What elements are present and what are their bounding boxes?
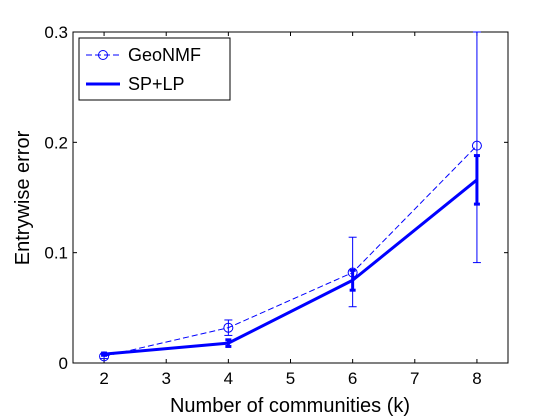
axis-ticks: 2 3 4 5 6 7 8 0 0.1 0.2 0.3 <box>44 23 508 388</box>
data-point-geonmf <box>223 322 234 333</box>
y-tick-label: 0.1 <box>44 244 68 263</box>
x-tick-label: 7 <box>410 369 419 388</box>
x-tick-label: 3 <box>161 369 170 388</box>
x-tick-label: 4 <box>224 369 233 388</box>
x-tick-label: 2 <box>99 369 108 388</box>
y-axis-label: Entrywise error <box>12 130 34 265</box>
y-tick-label: 0 <box>59 354 68 373</box>
x-tick-label: 8 <box>472 369 481 388</box>
x-axis-label: Number of communities (k) <box>170 395 410 417</box>
series-line-geonmf <box>103 145 478 357</box>
y-tick-label: 0.3 <box>44 23 68 42</box>
series-layer <box>99 31 482 362</box>
x-tick-label: 5 <box>286 369 295 388</box>
legend-label-geonmf: GeoNMF <box>128 45 201 65</box>
y-tick-label: 0.2 <box>44 133 68 152</box>
legend-label-sp-lp: SP+LP <box>128 74 185 94</box>
series-line-sp-lp <box>103 178 478 356</box>
x-tick-label: 6 <box>348 369 357 388</box>
legend-marker-geonmf <box>98 50 108 60</box>
legend-box <box>78 37 231 101</box>
legend: GeoNMF SP+LP <box>78 37 231 101</box>
data-point-geonmf <box>471 140 482 151</box>
